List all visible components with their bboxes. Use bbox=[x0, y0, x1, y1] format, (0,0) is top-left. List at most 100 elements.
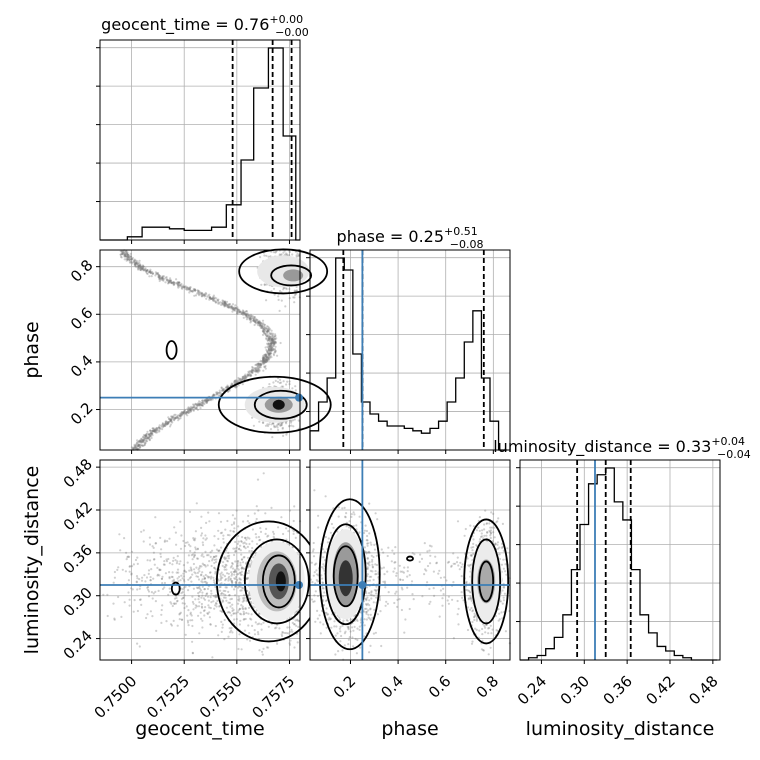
sample-point bbox=[265, 527, 268, 531]
sample-point bbox=[187, 288, 190, 291]
sample-point bbox=[366, 602, 369, 605]
sample-point bbox=[259, 256, 262, 259]
sample-point bbox=[213, 299, 216, 303]
sample-point bbox=[348, 520, 351, 523]
sample-point bbox=[293, 289, 296, 292]
sample-point bbox=[270, 356, 273, 359]
sample-point bbox=[255, 370, 258, 373]
sample-point bbox=[363, 546, 366, 549]
sample-point bbox=[170, 624, 173, 627]
sample-point bbox=[386, 570, 389, 573]
sample-point bbox=[168, 417, 171, 421]
sample-point bbox=[137, 440, 140, 443]
sample-point bbox=[160, 548, 163, 551]
sample-point bbox=[257, 322, 260, 325]
sample-point bbox=[228, 389, 231, 392]
sample-point bbox=[288, 287, 291, 291]
sample-point bbox=[148, 275, 151, 278]
sample-point bbox=[163, 424, 166, 428]
sample-point bbox=[210, 601, 213, 604]
sample-point bbox=[142, 529, 145, 532]
sample-point bbox=[248, 632, 251, 635]
sample-point bbox=[250, 369, 253, 372]
sample-point bbox=[231, 382, 234, 385]
sample-point bbox=[176, 577, 179, 580]
sample-point bbox=[355, 652, 358, 655]
sample-point bbox=[206, 587, 210, 591]
sample-point bbox=[237, 560, 240, 563]
sample-point bbox=[274, 334, 277, 337]
sample-point bbox=[276, 642, 279, 645]
sample-point bbox=[194, 530, 197, 533]
sample-point bbox=[275, 626, 278, 629]
sample-point bbox=[256, 369, 259, 373]
sample-point bbox=[282, 251, 285, 254]
panel-title-geocent_time: geocent_time = 0.76+0.00 −0.00 bbox=[101, 13, 309, 39]
sample-point bbox=[282, 532, 285, 536]
sample-point bbox=[250, 314, 253, 318]
sample-point bbox=[240, 648, 243, 651]
sample-point bbox=[194, 289, 197, 292]
sample-point bbox=[133, 263, 136, 266]
sample-point bbox=[242, 311, 245, 314]
sample-point bbox=[149, 268, 152, 271]
sample-point bbox=[221, 576, 224, 579]
sample-point bbox=[268, 342, 271, 345]
sample-point bbox=[184, 285, 187, 288]
sample-point bbox=[358, 628, 361, 632]
sample-point bbox=[232, 547, 235, 550]
sample-point bbox=[262, 326, 265, 329]
sample-point bbox=[231, 310, 234, 313]
sample-point bbox=[186, 614, 189, 617]
sample-point bbox=[195, 407, 198, 410]
sample-point bbox=[182, 564, 185, 567]
sample-point bbox=[262, 369, 265, 372]
sample-point bbox=[144, 436, 147, 439]
sample-point bbox=[267, 338, 270, 341]
sample-point bbox=[246, 373, 249, 376]
sample-point bbox=[380, 644, 383, 648]
sample-point bbox=[136, 609, 139, 613]
sample-point bbox=[266, 332, 269, 335]
sample-point bbox=[210, 399, 213, 402]
sample-point bbox=[136, 262, 139, 266]
sample-point bbox=[285, 433, 288, 436]
sample-point bbox=[148, 271, 151, 274]
sample-point bbox=[236, 308, 239, 311]
sample-point bbox=[257, 320, 260, 323]
sample-point bbox=[138, 587, 141, 590]
sample-point bbox=[264, 367, 267, 370]
sample-point bbox=[170, 602, 173, 605]
sample-point bbox=[173, 418, 176, 421]
sample-point bbox=[262, 357, 265, 361]
sample-point bbox=[148, 543, 152, 546]
sample-point bbox=[156, 428, 159, 432]
sample-point bbox=[141, 267, 144, 270]
sample-point bbox=[268, 338, 271, 341]
sample-point bbox=[178, 415, 181, 418]
sample-point bbox=[154, 430, 157, 434]
sample-point bbox=[238, 633, 241, 636]
sample-point bbox=[158, 429, 161, 432]
sample-point bbox=[246, 638, 249, 641]
sample-point bbox=[223, 304, 226, 307]
sample-point bbox=[196, 571, 199, 575]
sample-point bbox=[133, 443, 136, 446]
sample-point bbox=[201, 402, 204, 405]
sample-point bbox=[293, 505, 296, 508]
sample-point bbox=[145, 616, 148, 620]
sample-point bbox=[158, 568, 161, 571]
sample-point bbox=[258, 369, 261, 372]
sample-point bbox=[135, 262, 138, 265]
sample-point bbox=[211, 656, 214, 659]
sample-point bbox=[267, 354, 270, 357]
sample-point bbox=[251, 546, 254, 550]
sample-point bbox=[261, 325, 264, 329]
sample-point bbox=[265, 327, 268, 330]
sample-point bbox=[253, 315, 256, 319]
sample-point bbox=[292, 519, 295, 523]
sample-point bbox=[201, 399, 204, 402]
sample-point bbox=[119, 250, 122, 253]
sample-point bbox=[194, 598, 197, 601]
